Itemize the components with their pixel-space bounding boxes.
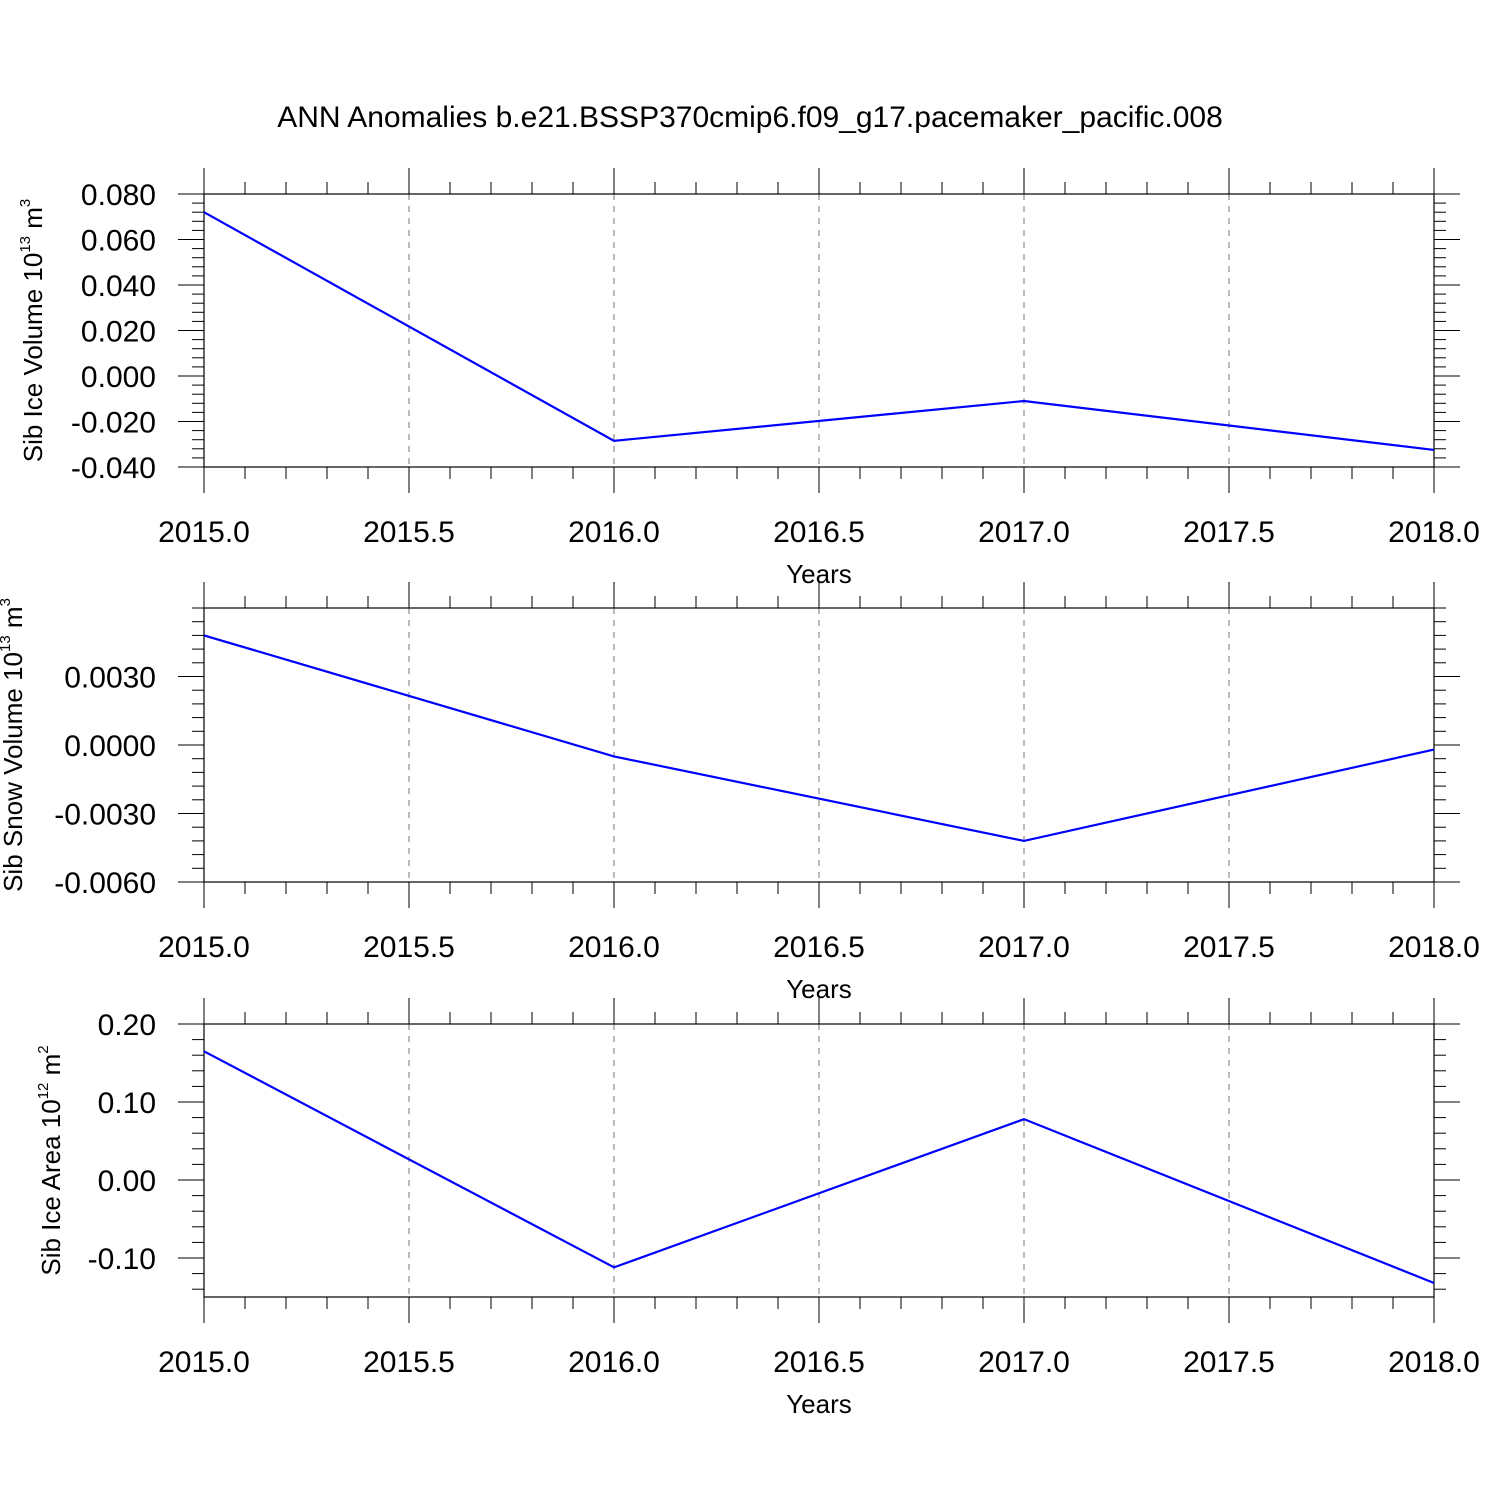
y-axis-title-superscript: 13: [17, 236, 34, 253]
y-tick-label: 0.000: [81, 361, 156, 394]
y-tick-label: 0.060: [81, 225, 156, 258]
y-axis-title: Sib Snow Volume 1013 m3: [0, 598, 28, 892]
y-tick-label: 0.0000: [64, 730, 156, 763]
chart-panel-3: 2015.0 2015.5 2016.0 2016.5 2017.0 2017.5 2018…: [35, 998, 1480, 1419]
x-tick-label: 2015.0: [158, 1346, 250, 1379]
y-axis-title: Sib Ice Volume 1013 m3: [17, 199, 48, 463]
x-tick-label: 2017.5: [1183, 931, 1275, 964]
y-tick-label: 0.0030: [64, 662, 156, 695]
x-tick-label: 2017.0: [978, 931, 1070, 964]
y-axis-title-superscript: 3: [0, 598, 14, 606]
y-tick-label: 0.20: [98, 1009, 156, 1042]
x-tick-label: 2018.0: [1388, 931, 1480, 964]
y-axis-title-text: m: [0, 606, 28, 635]
y-axis-title: Sib Ice Area 1012 m2: [35, 1045, 66, 1275]
y-axis-title-text: Sib Ice Area 10: [36, 1099, 66, 1275]
y-tick-label: -0.10: [88, 1243, 156, 1276]
y-tick-label: -0.040: [71, 452, 156, 485]
y-tick-label: 0.080: [81, 179, 156, 212]
figure-title: ANN Anomalies b.e21.BSSP370cmip6.f09_g17…: [277, 101, 1223, 134]
y-axis-title-superscript: 2: [35, 1045, 52, 1053]
y-axis-title-text: Sib Ice Volume 10: [18, 253, 48, 463]
x-tick-label: 2015.5: [363, 931, 455, 964]
series-line: [203, 634, 1435, 843]
y-axis-title-text: m: [36, 1054, 66, 1083]
x-tick-label: 2015.5: [363, 516, 455, 549]
y-tick-label: 0.10: [98, 1087, 156, 1120]
x-tick-label: 2018.0: [1388, 516, 1480, 549]
x-tick-label: 2017.0: [978, 516, 1070, 549]
y-axis-title-text: Sib Snow Volume 10: [0, 652, 28, 892]
y-tick-label: -0.020: [71, 407, 156, 440]
x-tick-label: 2016.0: [568, 1346, 660, 1379]
x-tick-label: 2015.5: [363, 1346, 455, 1379]
y-tick-label: -0.0030: [54, 799, 156, 832]
x-tick-label: 2018.0: [1388, 1346, 1480, 1379]
x-tick-label: 2016.5: [773, 931, 865, 964]
x-tick-label: 2015.0: [158, 516, 250, 549]
y-tick-label: -0.0060: [54, 867, 156, 900]
y-tick-label: 0.040: [81, 270, 156, 303]
y-axis-title-superscript: 3: [17, 199, 34, 207]
x-axis-title: Years: [786, 1389, 852, 1419]
y-axis-title-text: m: [18, 207, 48, 236]
series-line: [203, 1050, 1435, 1284]
x-tick-label: 2016.0: [568, 516, 660, 549]
x-tick-label: 2016.0: [568, 931, 660, 964]
chart-panel-2: 2015.0 2015.5 2016.0 2016.5 2017.0 2017.5 2018…: [0, 582, 1480, 1004]
y-axis-title-superscript: 12: [35, 1083, 52, 1100]
y-axis-title-superscript: 13: [0, 635, 14, 652]
x-tick-label: 2017.5: [1183, 1346, 1275, 1379]
y-tick-label: 0.020: [81, 316, 156, 349]
y-tick-label: 0.00: [98, 1165, 156, 1198]
x-tick-label: 2016.5: [773, 1346, 865, 1379]
x-tick-label: 2017.5: [1183, 516, 1275, 549]
series-line: [203, 211, 1435, 452]
x-tick-label: 2017.0: [978, 1346, 1070, 1379]
x-tick-label: 2016.5: [773, 516, 865, 549]
x-tick-label: 2015.0: [158, 931, 250, 964]
chart-panel-1: 2015.0 2015.5 2016.0 2016.5 2017.0 2017.5 2018…: [17, 168, 1480, 589]
